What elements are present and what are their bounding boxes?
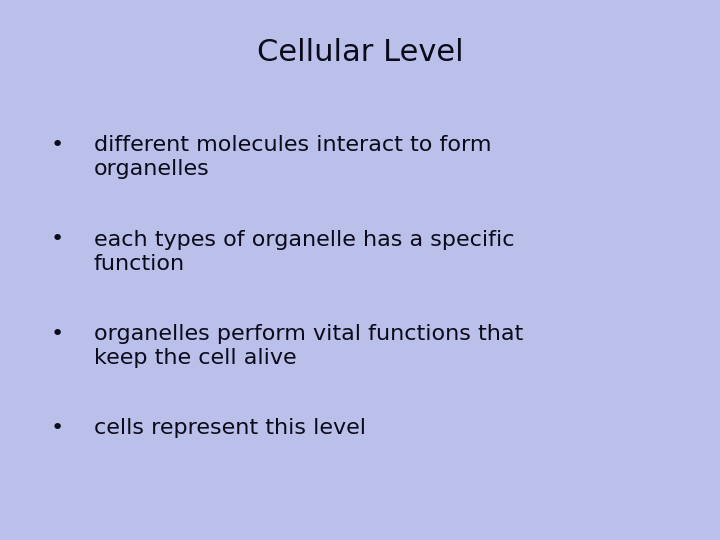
Text: Cellular Level: Cellular Level <box>257 38 463 67</box>
Text: •: • <box>50 230 63 249</box>
Text: •: • <box>50 324 63 344</box>
Text: cells represent this level: cells represent this level <box>94 418 366 438</box>
Text: organelles perform vital functions that
keep the cell alive: organelles perform vital functions that … <box>94 324 523 368</box>
Text: •: • <box>50 135 63 155</box>
Text: each types of organelle has a specific
function: each types of organelle has a specific f… <box>94 230 514 273</box>
Text: different molecules interact to form
organelles: different molecules interact to form org… <box>94 135 491 179</box>
Text: •: • <box>50 418 63 438</box>
